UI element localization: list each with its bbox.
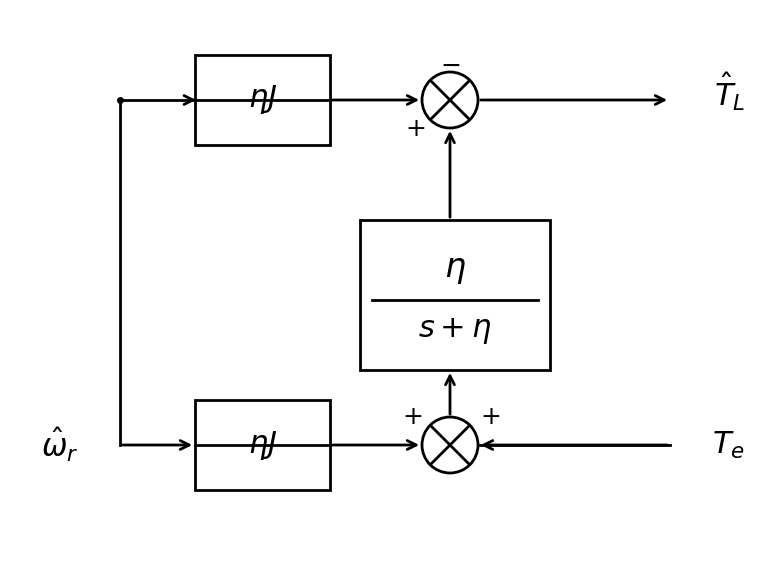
Bar [195, 55, 330, 145]
Text: $+$: $+$ [405, 118, 425, 141]
Text: $+$: $+$ [480, 406, 500, 430]
Text: $\eta$: $\eta$ [444, 254, 466, 286]
Text: $\eta J$: $\eta J$ [248, 83, 277, 117]
Text: $s+\eta$: $s+\eta$ [418, 315, 492, 346]
Text: $\hat{T}_L$: $\hat{T}_L$ [714, 71, 746, 113]
Text: $T_e$: $T_e$ [711, 430, 744, 461]
Text: $+$: $+$ [402, 406, 422, 430]
Circle shape [422, 417, 478, 473]
Bar [195, 400, 330, 490]
Text: $-$: $-$ [440, 53, 460, 77]
Text: $\eta J$: $\eta J$ [248, 428, 277, 462]
Circle shape [422, 72, 478, 128]
Text: $\hat{\omega}_r$: $\hat{\omega}_r$ [41, 426, 79, 464]
Bar [360, 220, 550, 370]
